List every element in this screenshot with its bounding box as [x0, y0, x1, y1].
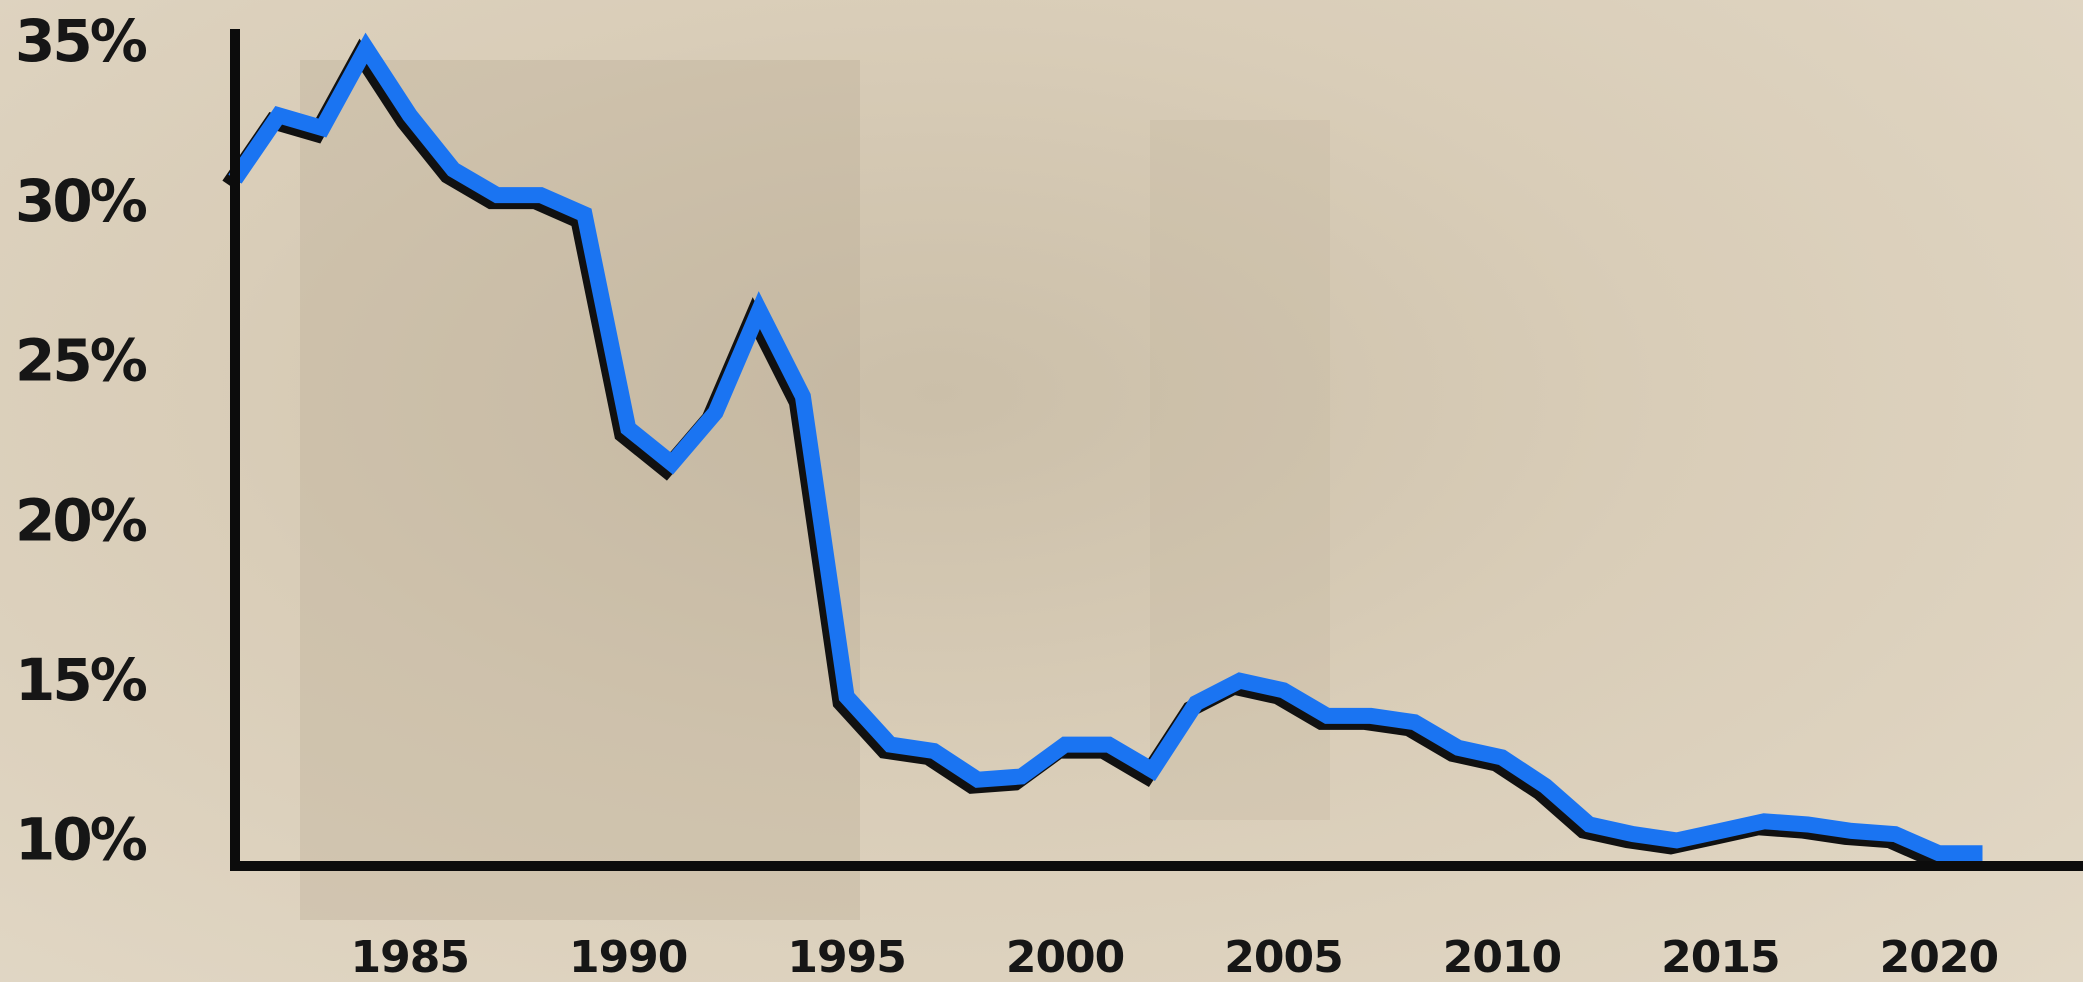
x-tick-label: 2010 [1443, 932, 1561, 982]
background-figure [300, 60, 860, 920]
y-tick-label: 35% [15, 7, 147, 75]
y-tick-label: 25% [15, 327, 147, 395]
y-tick-label: 20% [15, 486, 147, 554]
x-tick-label: 1985 [351, 932, 469, 982]
x-tick-label: 1995 [787, 932, 905, 982]
x-tick-label: 2015 [1661, 932, 1779, 982]
x-tick-label: 2005 [1224, 932, 1342, 982]
y-tick-label: 10% [15, 806, 147, 874]
x-tick-label: 2000 [1006, 932, 1124, 982]
line [228, 32, 1983, 862]
x-tick-label: 1990 [569, 932, 687, 982]
x-tick-label: 2020 [1880, 932, 1998, 982]
y-tick-label: 30% [15, 167, 147, 235]
y-tick-label: 15% [15, 646, 147, 714]
